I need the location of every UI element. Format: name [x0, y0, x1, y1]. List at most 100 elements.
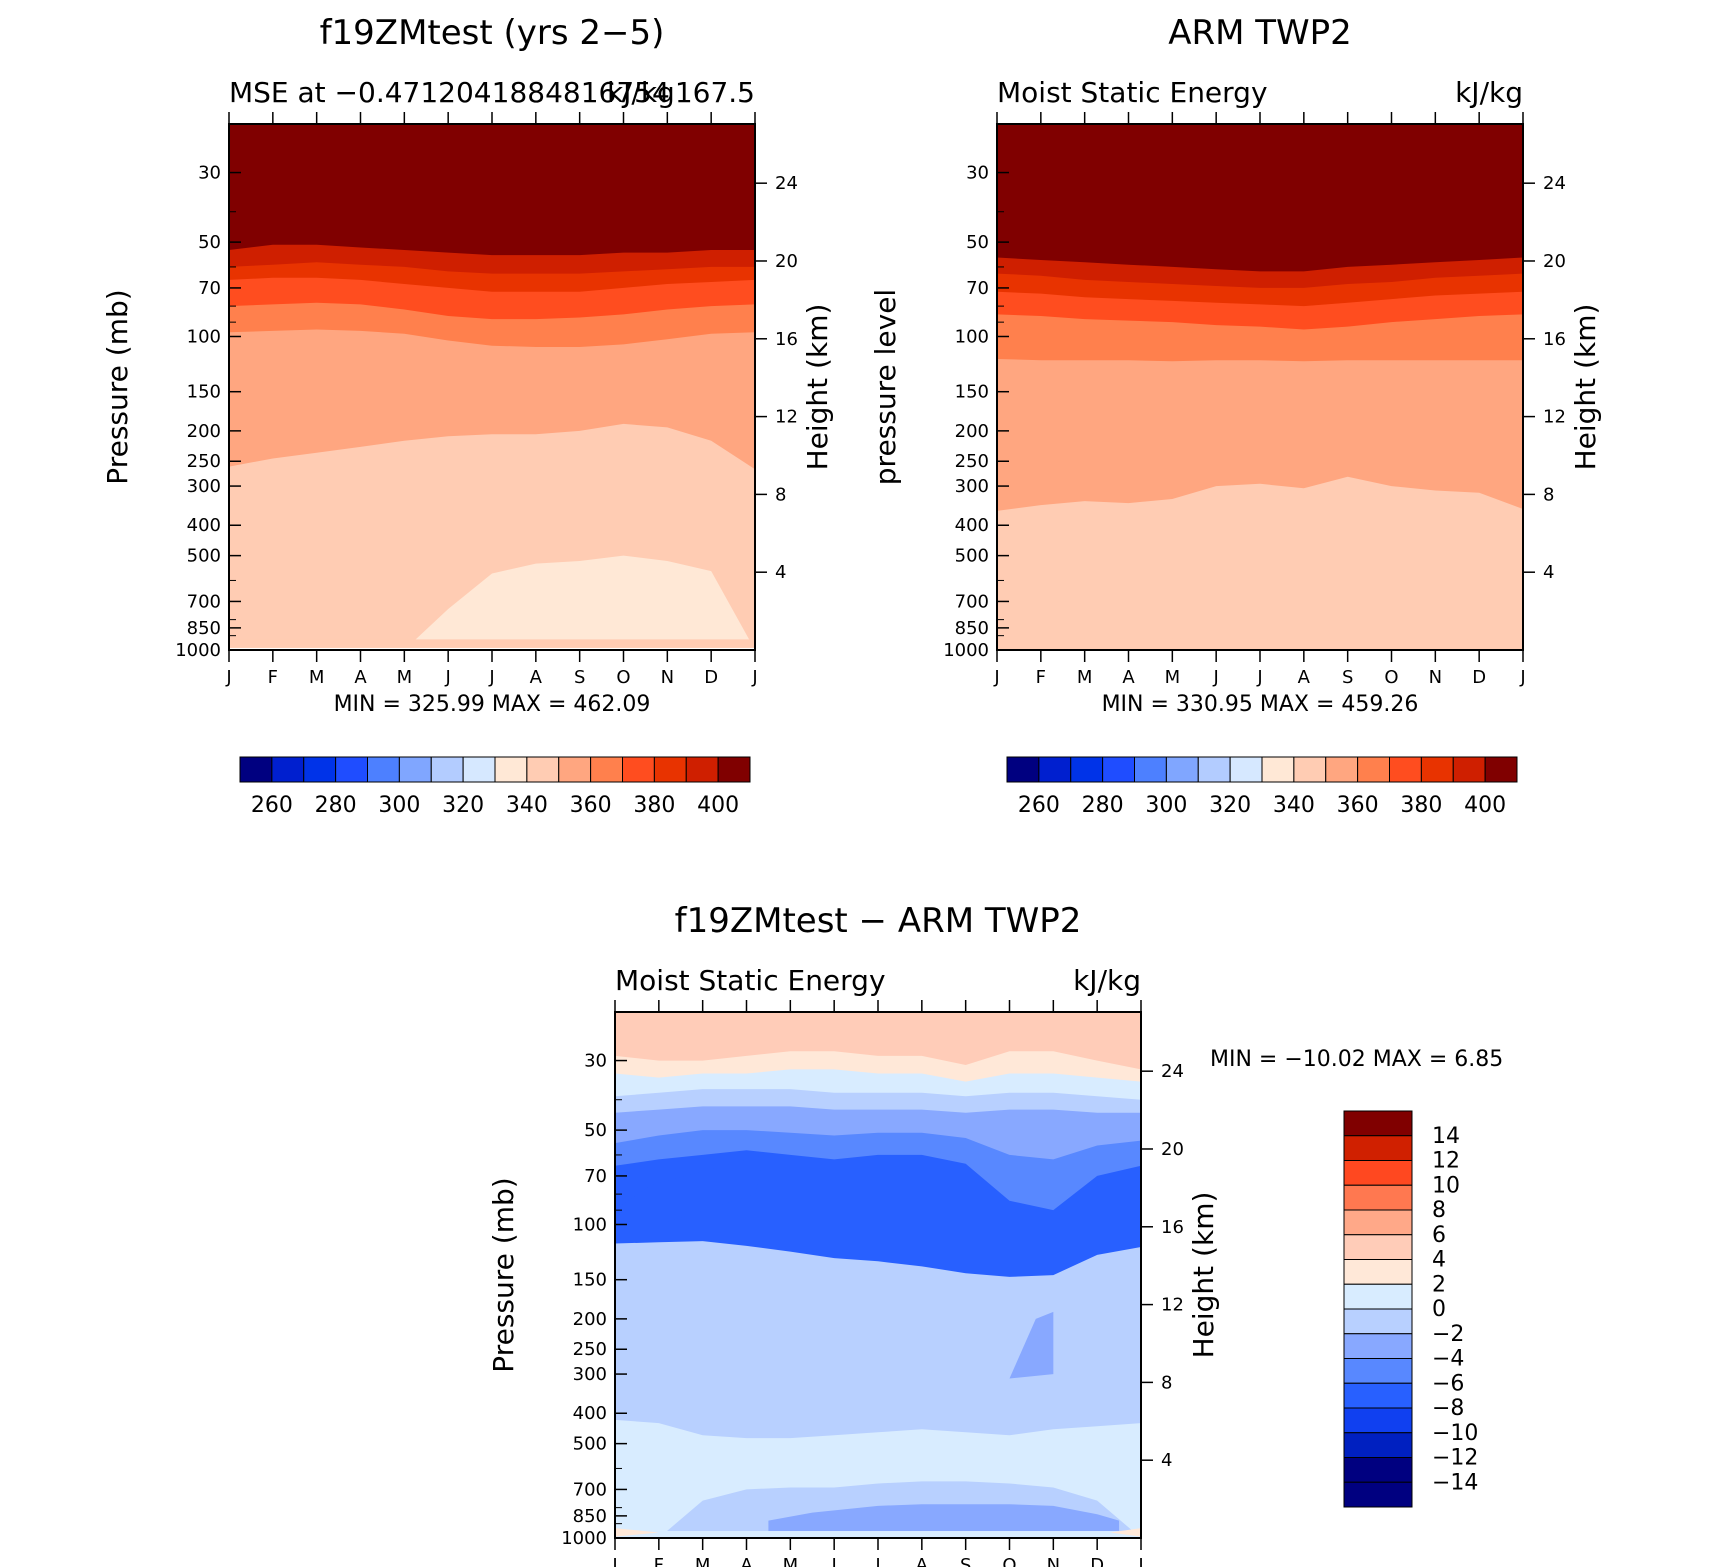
colorbar-swatch	[1343, 1135, 1413, 1161]
y-tick-label: 200	[955, 421, 989, 442]
colorbar-swatch	[1343, 1160, 1413, 1186]
x-tick-label: F	[268, 667, 278, 688]
x-tick-label: J	[751, 667, 757, 688]
colorbar-swatch	[558, 756, 592, 783]
contour-band-6	[997, 476, 1523, 650]
x-tick-label: O	[616, 667, 630, 688]
colorbar-label: −14	[1432, 1470, 1478, 1495]
right-subtitle: kJ/kg167.5	[607, 76, 755, 109]
y-tick-label: 1000	[561, 1528, 607, 1549]
y2-tick-label: 4	[1161, 1450, 1172, 1471]
colorbar-swatch	[1134, 756, 1167, 783]
y2-tick-label: 4	[775, 562, 786, 583]
colorbar-label: 360	[1337, 793, 1379, 818]
y2-axis-label: Height (km)	[1187, 1192, 1220, 1359]
y-tick-label: 850	[573, 1506, 607, 1527]
y-tick-label: 850	[187, 618, 221, 639]
y-axis-label: Pressure (mb)	[487, 1177, 520, 1372]
x-tick-label: J	[831, 1555, 837, 1567]
colorbar-swatch	[1343, 1358, 1413, 1384]
colorbar-swatch	[1343, 1308, 1413, 1335]
y2-tick-label: 4	[1543, 562, 1554, 583]
y2-tick-label: 20	[1543, 251, 1566, 272]
x-tick-label: F	[654, 1555, 664, 1567]
x-tick-label: J	[445, 667, 451, 688]
colorbar-swatch	[1420, 756, 1454, 783]
contour-band-surface-pos	[1110, 1528, 1141, 1537]
x-tick-label: M	[309, 667, 325, 688]
colorbar-label: 260	[1018, 793, 1060, 818]
y-tick-label: 300	[955, 476, 989, 497]
right-subtitle: kJ/kg	[1455, 76, 1523, 109]
x-tick-label: A	[530, 667, 543, 688]
colorbar-swatch	[367, 756, 400, 783]
x-tick-label: N	[661, 667, 674, 688]
x-tick-label: J	[1137, 1555, 1143, 1567]
y-tick-label: 250	[187, 451, 221, 472]
y2-tick-label: 12	[775, 407, 798, 428]
colorbar-label: 8	[1432, 1198, 1446, 1223]
y2-tick-label: 24	[1161, 1061, 1184, 1082]
colorbar-swatch	[1102, 756, 1135, 783]
colorbar-label: 12	[1432, 1149, 1460, 1174]
y-axis-label: pressure level	[869, 289, 902, 485]
y-tick-label: 500	[187, 546, 221, 567]
colorbar-swatch	[1343, 1407, 1413, 1434]
y2-tick-label: 16	[1161, 1217, 1184, 1238]
contour-fill	[615, 1012, 1141, 1538]
colorbar-label: −12	[1432, 1446, 1478, 1471]
y2-tick-label: 20	[775, 251, 798, 272]
contour-band-strat-m10	[615, 1154, 765, 1222]
y-tick-label: 30	[198, 163, 221, 184]
colorbar-label: 320	[1209, 793, 1251, 818]
colorbar-swatch	[717, 756, 751, 783]
y-tick-label: 400	[955, 515, 989, 536]
colorbar-swatch	[526, 756, 560, 783]
colorbar-swatch	[430, 756, 464, 783]
x-tick-label: A	[916, 1555, 929, 1567]
x-tick-label: J	[874, 1555, 880, 1567]
y-tick-label: 50	[584, 1120, 607, 1141]
x-tick-label: M	[397, 667, 413, 688]
x-tick-label: N	[1429, 667, 1442, 688]
colorbar-swatch	[1389, 756, 1422, 783]
colorbar-swatch	[239, 756, 273, 783]
colorbar-swatch	[653, 756, 687, 783]
x-tick-label: J	[611, 1555, 617, 1567]
y-tick-label: 700	[573, 1479, 607, 1500]
y2-tick-label: 8	[775, 484, 786, 505]
x-tick-label: J	[993, 667, 999, 688]
colorbar-swatch	[1229, 756, 1263, 783]
colorbar-label: 380	[633, 793, 675, 818]
colorbar-label: −2	[1432, 1322, 1464, 1347]
y2-tick-label: 20	[1161, 1139, 1184, 1160]
x-tick-label: J	[1213, 667, 1219, 688]
y-tick-label: 400	[187, 515, 221, 536]
contour-fill	[229, 124, 755, 650]
x-tick-label: O	[1384, 667, 1398, 688]
colorbar-swatch	[1261, 756, 1295, 783]
colorbar-swatch	[271, 756, 305, 783]
x-tick-label: J	[1519, 667, 1525, 688]
colorbar-label: −6	[1432, 1371, 1464, 1396]
y-axis-label: Pressure (mb)	[101, 289, 134, 484]
colorbar-swatch	[1343, 1110, 1413, 1137]
colorbar-swatch	[494, 756, 528, 783]
x-tick-label: N	[1047, 1555, 1060, 1567]
chart-title: ARM TWP2	[1168, 13, 1352, 53]
x-tick-label: S	[1342, 667, 1353, 688]
y2-tick-label: 8	[1543, 484, 1554, 505]
colorbar-label: 2	[1432, 1272, 1446, 1297]
colorbar-swatch	[590, 756, 623, 783]
colorbar-label: 4	[1432, 1248, 1446, 1273]
y2-tick-label: 12	[1543, 407, 1566, 428]
colorbar-swatch	[1343, 1333, 1413, 1359]
colorbar-swatch	[1293, 756, 1327, 783]
y-tick-label: 50	[966, 232, 989, 253]
y-tick-label: 1000	[175, 640, 221, 661]
colorbar-swatch	[1343, 1184, 1413, 1211]
colorbar-swatch	[1070, 756, 1104, 783]
min-max-stats: MIN = 330.95 MAX = 459.26	[1102, 692, 1419, 717]
